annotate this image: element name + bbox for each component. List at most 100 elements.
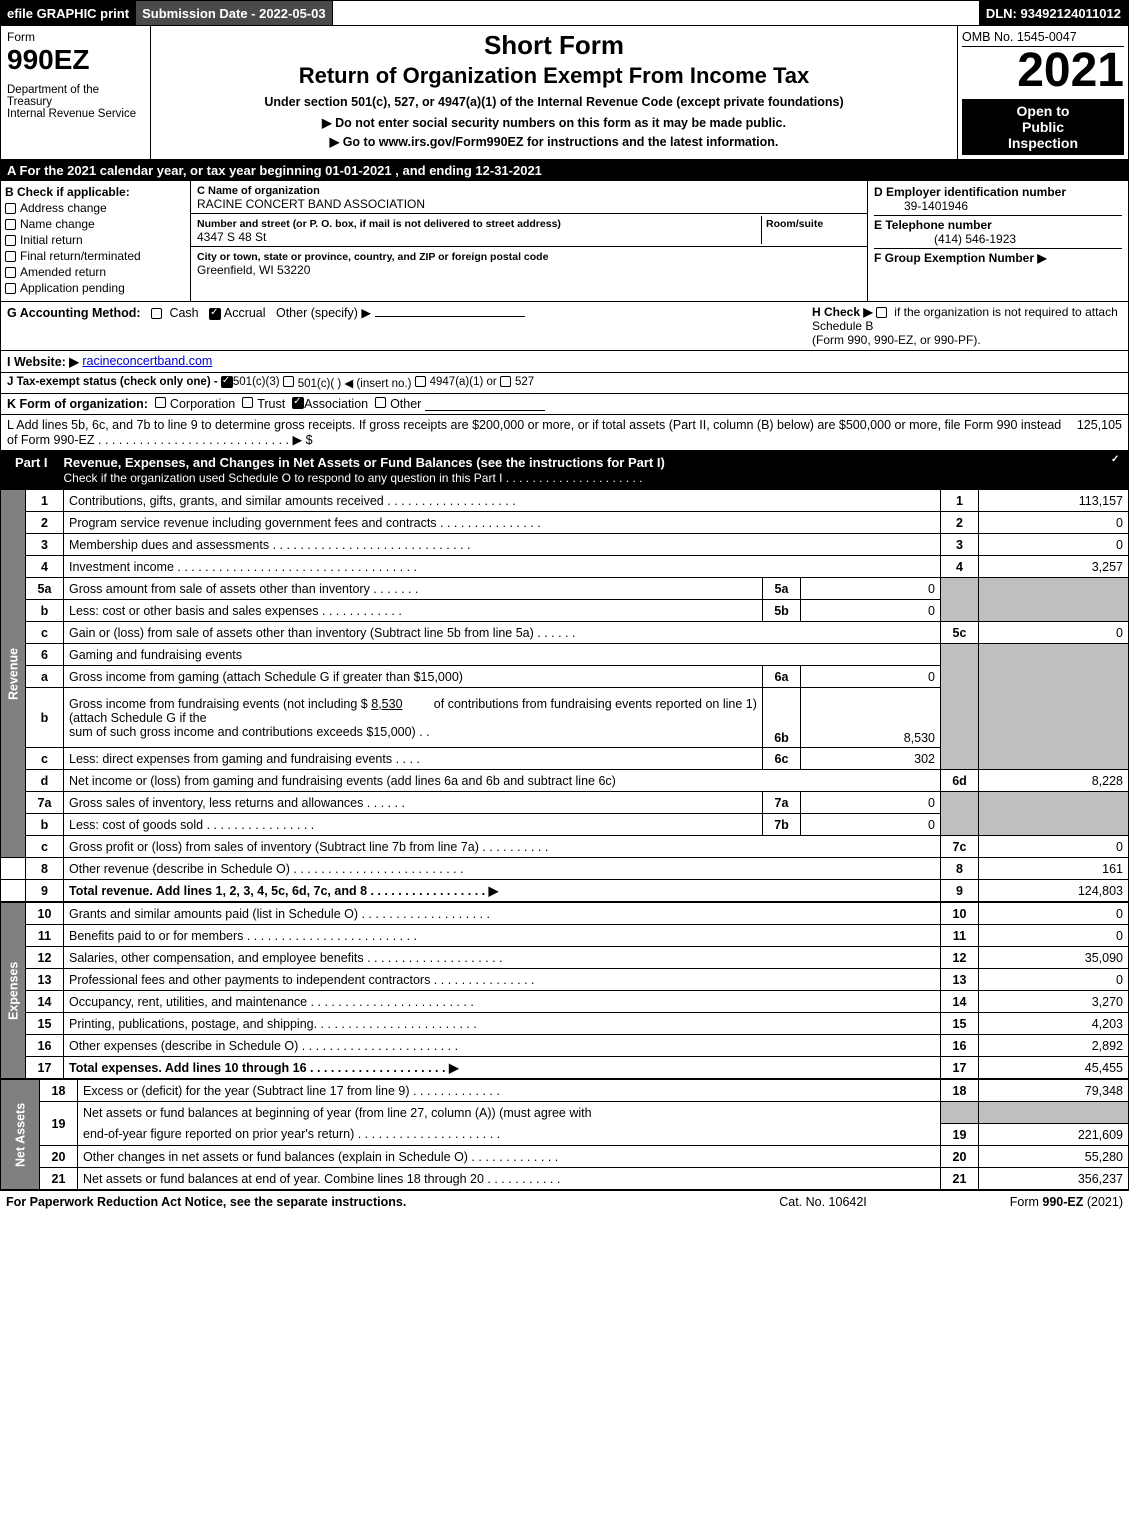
ssn-warning: ▶ Do not enter social security numbers o… (155, 115, 953, 130)
street-address: 4347 S 48 St (197, 230, 266, 244)
netassets-table: Net Assets 18 Excess or (deficit) for th… (0, 1079, 1129, 1190)
form-id-block: Form 990EZ Department of the Treasury In… (1, 26, 151, 159)
val-12: 35,090 (979, 947, 1129, 969)
chk-corp[interactable] (155, 397, 166, 408)
chk-final-return[interactable]: Final return/terminated (5, 249, 186, 263)
val-20: 55,280 (979, 1146, 1129, 1168)
goto-link[interactable]: ▶ Go to www.irs.gov/Form990EZ for instru… (155, 134, 953, 149)
line-12: Salaries, other compensation, and employ… (64, 947, 941, 969)
val-16: 2,892 (979, 1035, 1129, 1057)
chk-amended-return[interactable]: Amended return (5, 265, 186, 279)
section-bcd: B Check if applicable: Address change Na… (0, 181, 1129, 302)
return-title: Return of Organization Exempt From Incom… (155, 63, 953, 89)
val-21: 356,237 (979, 1168, 1129, 1190)
i-lbl: I Website: ▶ (7, 354, 79, 369)
chk-name-change[interactable]: Name change (5, 217, 186, 231)
val-18: 79,348 (979, 1080, 1129, 1102)
section-g: G Accounting Method: Cash Accrual Other … (7, 305, 812, 347)
line-5c: Gain or (loss) from sale of assets other… (64, 622, 941, 644)
l-text: L Add lines 5b, 6c, and 7b to line 9 to … (7, 418, 1073, 447)
chk-accrual[interactable] (209, 308, 221, 320)
submission-date: Submission Date - 2022-05-03 (136, 1, 333, 25)
val-7a: 0 (801, 792, 941, 814)
line-7c: Gross profit or (loss) from sales of inv… (64, 836, 941, 858)
chk-address-change[interactable]: Address change (5, 201, 186, 215)
part1-sub: Check if the organization used Schedule … (64, 471, 643, 485)
chk-assoc[interactable] (292, 397, 304, 409)
paperwork-notice: For Paperwork Reduction Act Notice, see … (6, 1195, 723, 1209)
city-lbl: City or town, state or province, country… (197, 251, 548, 263)
line-4: Investment income . . . . . . . . . . . … (64, 556, 941, 578)
section-b: B Check if applicable: Address change Na… (1, 181, 191, 301)
other-input[interactable] (375, 316, 525, 317)
line-15: Printing, publications, postage, and shi… (64, 1013, 941, 1035)
val-4: 3,257 (979, 556, 1129, 578)
chk-501c[interactable] (283, 376, 294, 387)
chk-h[interactable] (876, 307, 887, 318)
line-19b: end-of-year figure reported on prior yea… (78, 1124, 941, 1146)
form-word: Form (7, 30, 144, 44)
line-10: Grants and similar amounts paid (list in… (64, 903, 941, 925)
line-2: Program service revenue including govern… (64, 512, 941, 534)
val-1: 113,157 (979, 490, 1129, 512)
line-5a: Gross amount from sale of assets other t… (64, 578, 763, 600)
section-h: H Check ▶ if the organization is not req… (812, 305, 1122, 347)
g-lbl: G Accounting Method: (7, 306, 141, 320)
line-19a: Net assets or fund balances at beginning… (78, 1102, 941, 1124)
val-6a: 0 (801, 666, 941, 688)
chk-527[interactable] (500, 376, 511, 387)
val-19: 221,609 (979, 1124, 1129, 1146)
chk-cash[interactable] (151, 308, 162, 319)
h-check: H Check ▶ (812, 305, 873, 319)
other-org-input[interactable] (425, 397, 545, 411)
val-5a: 0 (801, 578, 941, 600)
org-name: RACINE CONCERT BAND ASSOCIATION (197, 197, 425, 211)
chk-initial-return[interactable]: Initial return (5, 233, 186, 247)
open1: Open to (966, 103, 1120, 119)
line-13: Professional fees and other payments to … (64, 969, 941, 991)
city-state-zip: Greenfield, WI 53220 (197, 263, 310, 277)
chk-other-org[interactable] (375, 397, 386, 408)
line-17: Total expenses. Add lines 10 through 16 … (64, 1057, 941, 1079)
h-text3: (Form 990, 990-EZ, or 990-PF). (812, 333, 981, 347)
under-section: Under section 501(c), 527, or 4947(a)(1)… (155, 95, 953, 109)
efile-label[interactable]: efile GRAPHIC print (1, 1, 136, 25)
val-5c: 0 (979, 622, 1129, 644)
line-1: Contributions, gifts, grants, and simila… (64, 490, 941, 512)
line-6d: Net income or (loss) from gaming and fun… (64, 770, 941, 792)
f-lbl: F Group Exemption Number ▶ (874, 251, 1047, 265)
tax-year: 2021 (962, 47, 1124, 95)
val-10: 0 (979, 903, 1129, 925)
line-21: Net assets or fund balances at end of ye… (78, 1168, 941, 1190)
chk-application-pending[interactable]: Application pending (5, 281, 186, 295)
addr-lbl: Number and street (or P. O. box, if mail… (197, 218, 561, 230)
line-6b: Gross income from fundraising events (no… (64, 688, 763, 748)
val-5b: 0 (801, 600, 941, 622)
line-11: Benefits paid to or for members . . . . … (64, 925, 941, 947)
dln-label: DLN: 93492124011012 (980, 1, 1128, 25)
form-ref: Form 990-EZ (2021) (923, 1195, 1123, 1209)
row-i: I Website: ▶ racineconcertband.com (0, 351, 1129, 373)
line-20: Other changes in net assets or fund bala… (78, 1146, 941, 1168)
top-bar: efile GRAPHIC print Submission Date - 20… (0, 0, 1129, 26)
k-lbl: K Form of organization: (7, 397, 148, 411)
line-14: Occupancy, rent, utilities, and maintena… (64, 991, 941, 1013)
line-9: Total revenue. Add lines 1, 2, 3, 4, 5c,… (64, 880, 941, 902)
website-link[interactable]: racineconcertband.com (82, 354, 212, 369)
org-name-block: C Name of organization RACINE CONCERT BA… (191, 181, 867, 214)
chk-501c3[interactable] (221, 376, 233, 388)
part1-checkbox[interactable] (1110, 455, 1122, 467)
chk-4947[interactable] (415, 376, 426, 387)
row-k: K Form of organization: Corporation Trus… (0, 394, 1129, 415)
val-6b: 8,530 (801, 688, 941, 748)
val-7b: 0 (801, 814, 941, 836)
form-number: 990EZ (7, 44, 144, 76)
section-def: D Employer identification number 39-1401… (868, 181, 1128, 301)
group-exemption-block: F Group Exemption Number ▶ (874, 249, 1122, 267)
form-header: Form 990EZ Department of the Treasury In… (0, 26, 1129, 160)
revenue-table: Revenue 1 Contributions, gifts, grants, … (0, 489, 1129, 902)
line-6: Gaming and fundraising events (64, 644, 941, 666)
line-5b: Less: cost or other basis and sales expe… (64, 600, 763, 622)
chk-trust[interactable] (242, 397, 253, 408)
l-value: 125,105 (1077, 418, 1122, 447)
